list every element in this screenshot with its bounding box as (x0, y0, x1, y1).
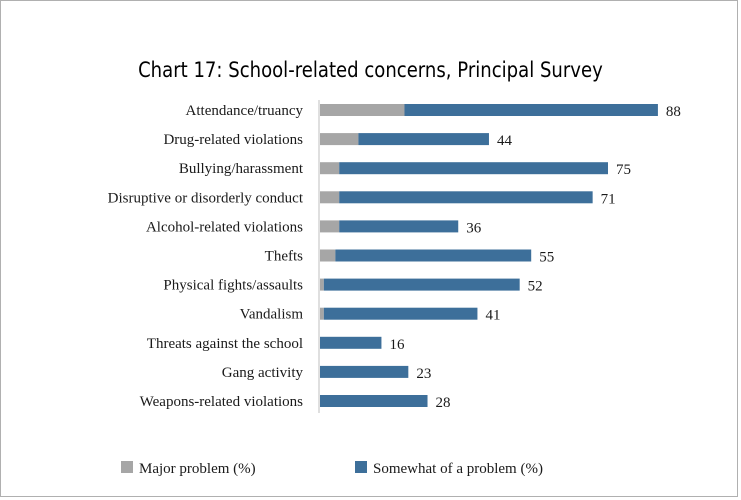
bar-somewhat-weapons-related-violations (320, 395, 428, 407)
bar-somewhat-vandalism (323, 307, 478, 320)
bar-major-drug-related-violations (320, 133, 359, 146)
category-label-disruptive-or-disorderly-conduct: Disruptive or disorderly conduct (108, 190, 304, 206)
legend-swatch-major (121, 461, 133, 473)
category-label-alcohol-related-violations: Alcohol-related violations (146, 219, 303, 235)
category-label-gang-activity: Gang activity (222, 365, 304, 381)
value-label-bullying-harassment: 75 (616, 162, 631, 178)
value-label-gang-activity: 23 (416, 366, 431, 382)
bar-somewhat-drug-related-violations (358, 133, 489, 146)
category-label-physical-fights-assaults: Physical fights/assaults (163, 278, 303, 294)
bar-major-disruptive-or-disorderly-conduct (320, 191, 340, 204)
value-label-alcohol-related-violations: 36 (466, 220, 482, 236)
bar-somewhat-disruptive-or-disorderly-conduct (339, 191, 593, 204)
bar-major-thefts (320, 249, 336, 262)
legend-label-major: Major problem (%) (139, 461, 256, 477)
value-label-threats-against-the-school: 16 (389, 337, 405, 353)
category-label-thefts: Thefts (265, 249, 303, 265)
value-label-drug-related-violations: 44 (497, 133, 512, 149)
chart-title: Chart 17: School-related concerns, Princ… (138, 58, 603, 82)
bar-somewhat-thefts (335, 249, 532, 262)
value-label-thefts: 55 (539, 250, 554, 266)
bar-major-vandalism (320, 307, 324, 320)
bar-somewhat-gang-activity (320, 365, 409, 378)
value-label-vandalism: 41 (485, 308, 500, 324)
legend: Major problem (%) Somewhat of a problem … (121, 461, 543, 477)
category-label-drug-related-violations: Drug-related violations (163, 132, 303, 148)
legend-swatch-somewhat (355, 461, 367, 473)
category-label-weapons-related-violations: Weapons-related violations (140, 394, 303, 410)
category-label-vandalism: Vandalism (240, 307, 304, 323)
value-label-attendance-truancy: 88 (666, 104, 681, 120)
bar-somewhat-physical-fights-assaults (323, 278, 520, 291)
bar-somewhat-attendance-truancy (404, 104, 658, 116)
bar-major-bullying-harassment (320, 162, 340, 175)
bar-major-physical-fights-assaults (320, 278, 324, 291)
value-label-physical-fights-assaults: 52 (528, 279, 543, 295)
value-label-weapons-related-violations: 28 (436, 395, 451, 411)
category-label-bullying-harassment: Bullying/harassment (179, 161, 304, 177)
bar-somewhat-bullying-harassment (339, 162, 608, 175)
category-label-threats-against-the-school: Threats against the school (147, 336, 303, 352)
bar-major-attendance-truancy (320, 104, 405, 116)
bar-somewhat-alcohol-related-violations (339, 220, 459, 233)
bar-major-alcohol-related-violations (320, 220, 340, 233)
bar-somewhat-threats-against-the-school (320, 336, 382, 349)
bar-group: Attendance/truancy 88 Drug-related violati… (108, 103, 681, 411)
value-label-disruptive-or-disorderly-conduct: 71 (601, 191, 616, 207)
category-label-attendance-truancy: Attendance/truancy (186, 103, 304, 119)
legend-label-somewhat: Somewhat of a problem (%) (373, 461, 543, 477)
